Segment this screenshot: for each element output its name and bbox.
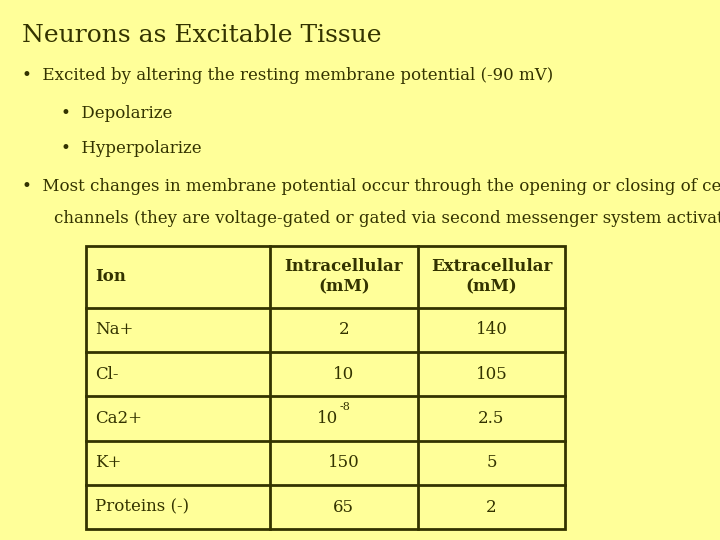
Text: Proteins (-): Proteins (-) bbox=[95, 498, 189, 516]
Text: 65: 65 bbox=[333, 498, 354, 516]
Text: 2: 2 bbox=[486, 498, 497, 516]
Text: 2.5: 2.5 bbox=[478, 410, 505, 427]
Text: 150: 150 bbox=[328, 454, 360, 471]
Text: 2: 2 bbox=[338, 321, 349, 339]
Text: 5: 5 bbox=[486, 454, 497, 471]
Text: 140: 140 bbox=[475, 321, 508, 339]
Text: •  Most changes in membrane potential occur through the opening or closing of ce: • Most changes in membrane potential occ… bbox=[22, 178, 720, 195]
Text: Intracellular
(mM): Intracellular (mM) bbox=[284, 259, 403, 295]
Text: •  Excited by altering the resting membrane potential (-90 mV): • Excited by altering the resting membra… bbox=[22, 68, 553, 84]
Text: K+: K+ bbox=[95, 454, 122, 471]
Text: Ca2+: Ca2+ bbox=[95, 410, 142, 427]
Text: Cl-: Cl- bbox=[95, 366, 119, 383]
Text: channels (they are voltage-gated or gated via second messenger system activation: channels (they are voltage-gated or gate… bbox=[54, 210, 720, 226]
Bar bbox=[86, 246, 565, 529]
Text: 10: 10 bbox=[317, 410, 338, 427]
Text: 105: 105 bbox=[475, 366, 508, 383]
Text: Neurons as Excitable Tissue: Neurons as Excitable Tissue bbox=[22, 24, 381, 48]
Text: -8: -8 bbox=[340, 402, 351, 411]
Text: 10: 10 bbox=[333, 366, 354, 383]
Text: •  Depolarize: • Depolarize bbox=[61, 105, 173, 122]
Text: Extracellular
(mM): Extracellular (mM) bbox=[431, 259, 552, 295]
Text: Na+: Na+ bbox=[95, 321, 133, 339]
Text: •  Hyperpolarize: • Hyperpolarize bbox=[61, 140, 202, 157]
Text: Ion: Ion bbox=[95, 268, 126, 285]
